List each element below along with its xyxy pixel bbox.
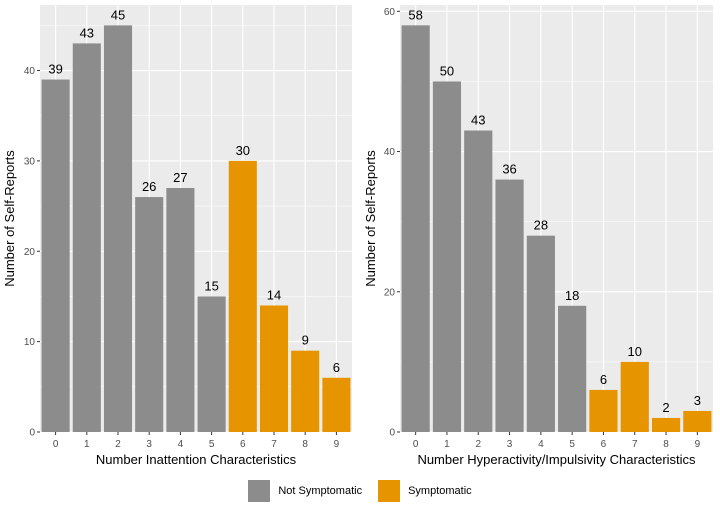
inattention-bar-3 (135, 197, 164, 432)
inattention-bar-label-2: 45 (111, 7, 125, 22)
inattention-x-axis-title: Number Inattention Characteristics (96, 452, 297, 467)
inattention-bar-label-8: 9 (302, 333, 309, 348)
hyperactivity-bar-6 (589, 389, 618, 432)
inattention-x-tick-label-1: 1 (84, 439, 90, 450)
hyperactivity-bar-label-5: 18 (565, 288, 579, 303)
inattention-bar-label-6: 30 (236, 143, 250, 158)
hyperactivity-y-axis-title: Number of Self-Reports (363, 150, 378, 287)
hyperactivity-y-tick-label: 0 (389, 428, 395, 439)
hyperactivity-bar-label-1: 50 (440, 63, 454, 78)
inattention-bar-1 (72, 43, 101, 432)
inattention-y-tick-label: 10 (24, 337, 36, 348)
legend-label-not-symptomatic: Not Symptomatic (278, 485, 363, 497)
hyperactivity-y-tick-label: 40 (384, 147, 396, 158)
hyperactivity-bar-label-7: 10 (628, 344, 642, 359)
inattention-bar-9 (322, 377, 351, 432)
hyperactivity-bar-7 (620, 361, 649, 432)
hyperactivity-y-tick-label: 20 (384, 287, 396, 298)
inattention-bar-label-5: 15 (204, 278, 218, 293)
inattention-x-tick-label-7: 7 (271, 439, 277, 450)
hyperactivity-x-tick-label-6: 6 (601, 439, 607, 450)
inattention-panel: 0 10 20 30 40 39 0 43 1 45 2 26 3 27 4 15 5 30 6 14 7 9 8 6 9 Num… (2, 5, 352, 467)
hyperactivity-bar-5 (558, 305, 587, 432)
inattention-x-tick-label-5: 5 (209, 439, 215, 450)
inattention-x-tick-label-0: 0 (53, 439, 59, 450)
hyperactivity-y-tick-label: 60 (384, 7, 396, 18)
hyperactivity-x-tick-label-5: 5 (569, 439, 575, 450)
inattention-y-tick-label: 20 (24, 247, 36, 258)
inattention-x-tick-label-3: 3 (146, 439, 152, 450)
inattention-x-tick-label-9: 9 (334, 439, 340, 450)
hyperactivity-bar-0 (401, 25, 430, 432)
hyperactivity-x-tick-label-4: 4 (538, 439, 544, 450)
inattention-x-tick-label-2: 2 (115, 439, 121, 450)
legend-label-symptomatic: Symptomatic (408, 485, 472, 497)
inattention-bar-label-1: 43 (80, 25, 94, 40)
hyperactivity-bar-label-8: 2 (662, 400, 669, 415)
inattention-x-tick-label-4: 4 (178, 439, 184, 450)
inattention-bar-label-0: 39 (48, 62, 62, 77)
hyperactivity-bar-label-9: 3 (694, 393, 701, 408)
hyperactivity-bar-label-3: 36 (502, 162, 516, 177)
legend-swatch-not-symptomatic (248, 480, 271, 502)
inattention-y-tick-label: 40 (24, 66, 36, 77)
hyperactivity-bar-3 (495, 179, 524, 432)
hyperactivity-bar-label-6: 6 (600, 372, 607, 387)
hyperactivity-x-tick-label-2: 2 (475, 439, 481, 450)
inattention-bar-0 (41, 79, 70, 433)
legend-item-symptomatic: Symptomatic (378, 480, 472, 502)
hyperactivity-x-tick-label-9: 9 (695, 439, 701, 450)
inattention-x-tick-label-8: 8 (302, 439, 308, 450)
inattention-bar-4 (166, 188, 195, 432)
hyperactivity-bar-2 (464, 130, 493, 433)
inattention-bar-5 (197, 296, 226, 432)
inattention-bar-2 (103, 25, 133, 432)
inattention-y-tick-label: 0 (29, 428, 35, 439)
hyperactivity-bar-label-4: 28 (534, 218, 548, 233)
inattention-bar-7 (259, 305, 289, 432)
hyperactivity-x-tick-label-3: 3 (507, 439, 513, 450)
hyperactivity-x-tick-label-7: 7 (632, 439, 638, 450)
hyperactivity-bar-8 (651, 417, 681, 432)
inattention-y-tick-label: 30 (24, 156, 36, 167)
hyperactivity-x-tick-label-1: 1 (444, 439, 450, 450)
hyperactivity-bar-label-0: 58 (408, 7, 422, 22)
legend: Not Symptomatic Symptomatic (0, 478, 720, 504)
inattention-bar-6 (228, 160, 257, 432)
inattention-bar-label-9: 6 (333, 360, 340, 375)
inattention-bar-label-4: 27 (173, 170, 187, 185)
inattention-y-axis-title: Number of Self-Reports (2, 150, 17, 287)
hyperactivity-x-tick-label-8: 8 (663, 439, 669, 450)
hyperactivity-bar-label-2: 43 (471, 113, 485, 128)
legend-item-not-symptomatic: Not Symptomatic (248, 480, 362, 502)
hyperactivity-bar-1 (432, 81, 462, 432)
hyperactivity-x-tick-label-0: 0 (413, 439, 419, 450)
inattention-bar-label-7: 14 (267, 287, 281, 302)
hyperactivity-x-axis-title: Number Hyperactivity/Impulsivity Charact… (417, 452, 696, 467)
hyperactivity-bar-9 (683, 410, 712, 432)
legend-swatch-symptomatic (378, 480, 401, 502)
inattention-bar-label-3: 26 (142, 179, 156, 194)
inattention-bar-8 (291, 350, 320, 432)
inattention-x-tick-label-6: 6 (240, 439, 246, 450)
hyperactivity-bar-4 (526, 235, 555, 432)
